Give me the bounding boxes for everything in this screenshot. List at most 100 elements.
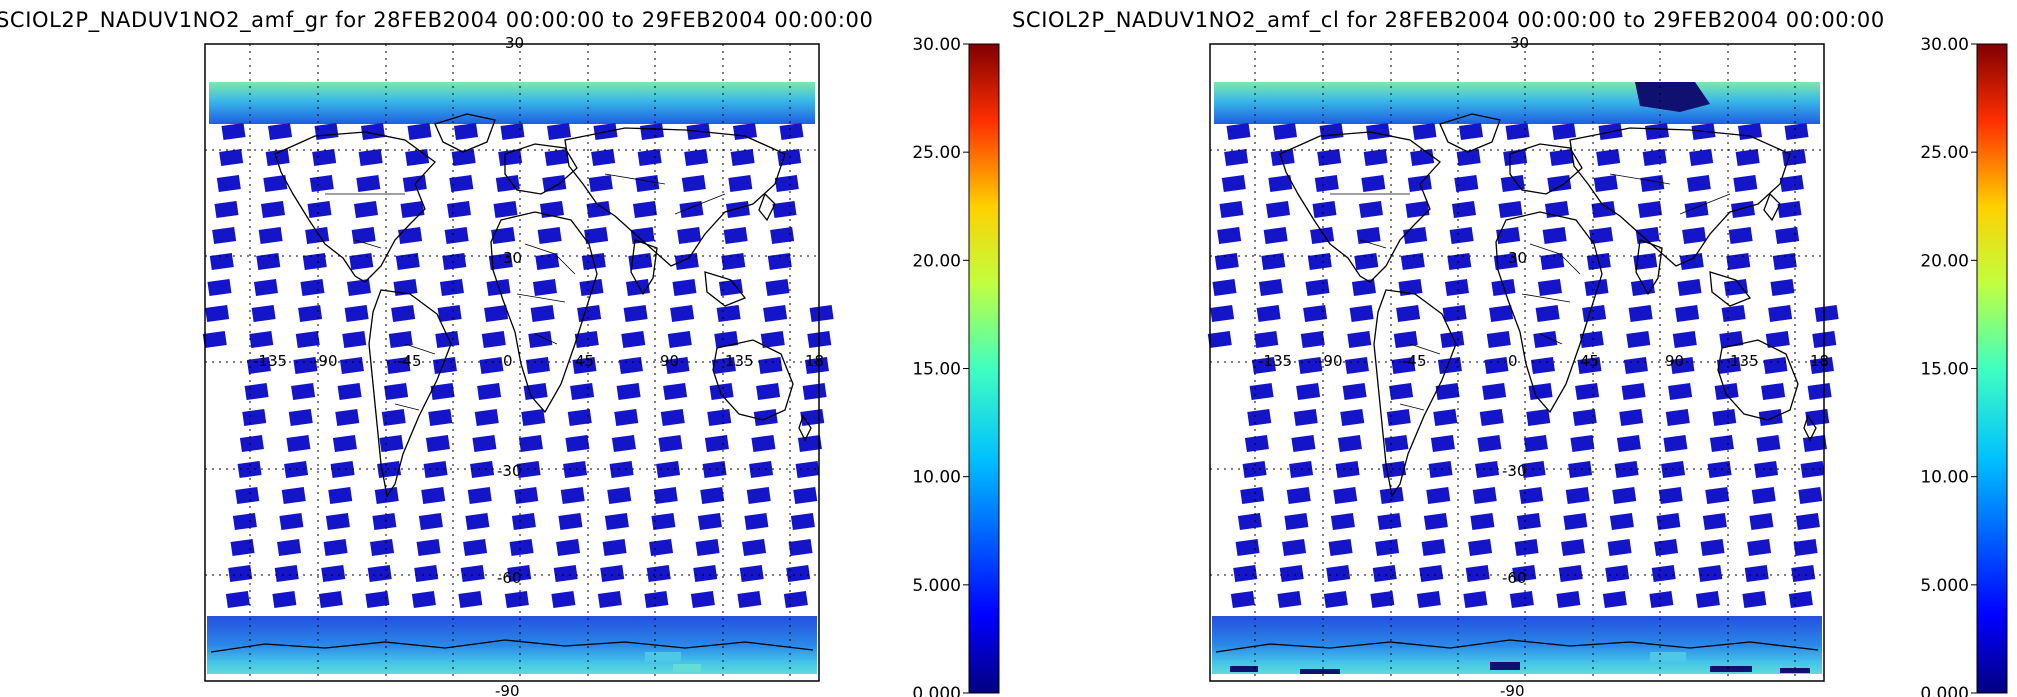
swath-segment <box>1814 305 1839 322</box>
lon-label-45: 45 <box>1580 352 1599 370</box>
swath-segment <box>1335 461 1360 478</box>
swath-segment <box>1672 331 1697 348</box>
left-map-plot: 30 30 -30 -60 -90 -135 -90 -45 0 45 90 1… <box>202 34 834 697</box>
swath-segment <box>407 123 432 140</box>
swath-segment <box>1512 565 1537 582</box>
swath-segment <box>1344 357 1369 374</box>
right-map-plot: 30 30 -30 -60 -90 -135 -90 -45 0 45 90 1… <box>1207 34 1839 697</box>
swath-segment <box>202 331 227 348</box>
swath-segment <box>1463 591 1488 608</box>
swath-segment <box>214 201 239 218</box>
swath-segment <box>1468 539 1493 556</box>
swath-segment <box>623 305 648 322</box>
swath-segment <box>1349 305 1374 322</box>
lon-label-minus90: -90 <box>1318 352 1343 370</box>
coastline <box>1509 143 1583 195</box>
swath-segment <box>439 279 464 296</box>
colorbar-tick-label: 10.00 <box>1920 468 1969 488</box>
swath-segment <box>767 253 792 270</box>
swath-segment <box>756 383 781 400</box>
swath-segment <box>1563 513 1588 530</box>
swath-segment <box>361 123 385 140</box>
swath-segment <box>1210 305 1235 322</box>
swath-segment <box>665 357 690 374</box>
country-border <box>674 193 726 215</box>
colorbar-tick-label: 15.00 <box>1920 360 1969 380</box>
swath-segment <box>1456 149 1481 166</box>
swath-segment <box>358 149 383 166</box>
swath-segment <box>770 227 795 244</box>
swath-segment <box>723 227 748 244</box>
swath-segment <box>690 591 715 608</box>
swath-segment <box>1602 591 1627 608</box>
swath-segment <box>1738 123 1762 140</box>
swath-segment <box>614 409 639 426</box>
swath-segment <box>786 565 811 582</box>
lat-label-top: 30 <box>1510 34 1529 52</box>
swath-segment <box>1351 279 1376 296</box>
swath-segment <box>1221 175 1246 192</box>
swath-segment <box>509 539 534 556</box>
swath-segment <box>421 487 446 504</box>
swath-segment <box>1430 435 1455 452</box>
swath-segment <box>1384 435 1409 452</box>
swath-segment <box>1372 565 1397 582</box>
swath-segment <box>1695 591 1720 608</box>
coastline <box>1569 127 1791 267</box>
swath-segment <box>454 123 478 140</box>
right-north-polar-band <box>1214 82 1820 124</box>
swath-segment <box>1416 591 1441 608</box>
swath-segment <box>674 253 699 270</box>
swath-segment <box>446 201 471 218</box>
swath-segment <box>1744 565 1769 582</box>
swath-segment <box>1526 409 1551 426</box>
lon-label-135: 135 <box>1730 352 1759 370</box>
swath-segment <box>584 227 609 244</box>
swath-segment <box>337 383 362 400</box>
swath-segment <box>532 279 557 296</box>
swath-segment <box>1251 357 1276 374</box>
swath-segment <box>553 565 578 582</box>
swath-segment <box>716 305 741 322</box>
colorbar-tick-label: 5.000 <box>1920 576 1969 596</box>
coastline <box>712 339 794 421</box>
swath-segment <box>1605 565 1630 582</box>
lon-label-0: 0 <box>503 352 513 370</box>
swath-segment <box>1323 591 1348 608</box>
swath-segment <box>500 123 525 140</box>
swath-segment <box>602 539 627 556</box>
swath-segment <box>1670 357 1695 374</box>
swath-segment <box>630 227 655 244</box>
swath-segment <box>1454 175 1479 192</box>
lon-label-minus135: -135 <box>1258 352 1292 370</box>
swath-segment <box>1758 409 1783 426</box>
swath-segment <box>328 487 353 504</box>
swath-segment <box>1307 253 1332 270</box>
swath-segment <box>586 201 611 218</box>
right-map-panel: 30 30 -30 -60 -90 -135 -90 -45 0 45 90 1… <box>1207 34 2008 697</box>
swath-segment <box>435 331 460 348</box>
swath-segment <box>432 357 457 374</box>
swath-segment <box>251 305 276 322</box>
swath-segment <box>332 435 357 452</box>
swath-segment <box>1558 565 1583 582</box>
swath-segment <box>1552 123 1576 140</box>
colorbar-tick-label: 15.00 <box>912 360 961 380</box>
swath-segment <box>325 513 350 530</box>
swath-segment <box>760 331 785 348</box>
swath-segment <box>1244 435 1269 452</box>
swath-segment <box>514 487 539 504</box>
swath-segment <box>1330 513 1355 530</box>
swath-segment <box>711 357 736 374</box>
swath-segment <box>1609 513 1634 530</box>
swath-segment <box>1214 253 1239 270</box>
swath-segment <box>384 383 409 400</box>
swath-segment <box>1747 539 1772 556</box>
swath-segment <box>672 279 697 296</box>
swath-segment <box>681 175 706 192</box>
swath-segment <box>1258 279 1283 296</box>
swath-segment <box>370 539 395 556</box>
left-map-labels: 30 30 -30 -60 -90 -135 -90 -45 0 45 90 1… <box>253 34 824 697</box>
swath-segment <box>205 305 230 322</box>
colorbar-tick-label: 30.00 <box>912 35 961 55</box>
